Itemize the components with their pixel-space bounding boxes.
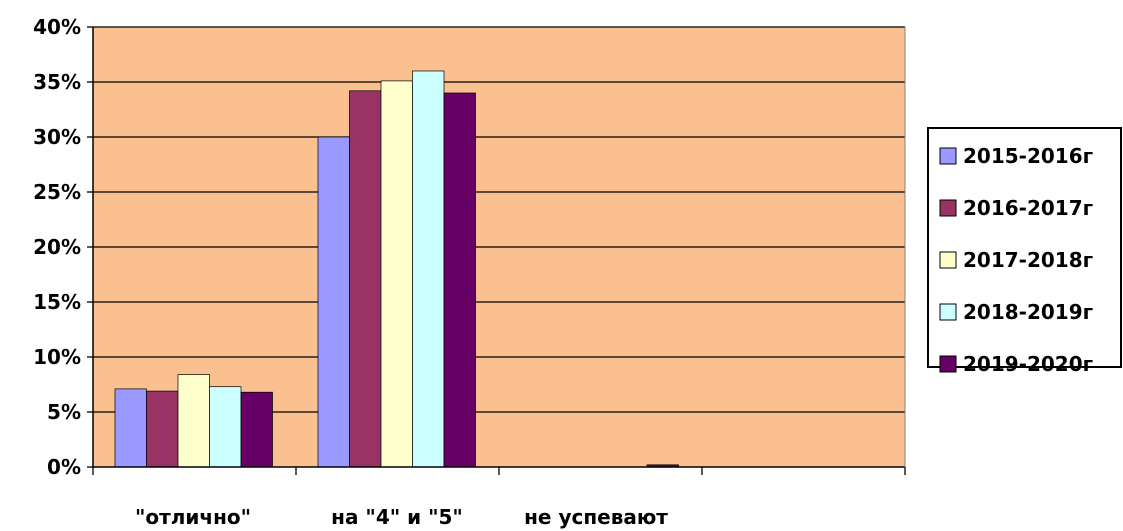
legend-label: 2018-2019г [963,300,1093,324]
y-tick-labels: 0% 5% 10% 15% 20% 25% 30% 35% 40% [33,15,81,479]
category-labels: "отлично" на "4" и "5" не успевают [135,505,668,529]
bar [412,70,445,468]
bar [209,386,242,468]
y-tick-label: 5% [47,400,81,424]
bar [380,80,413,468]
bar [349,90,382,468]
legend: 2015-2016г 2016-2017г 2017-2018г 2018-2019г… [927,127,1122,376]
legend-swatch [939,303,957,321]
y-tick-label: 30% [33,125,81,149]
legend-label: 2019-2020г [963,352,1093,376]
y-tick-label: 35% [33,70,81,94]
legend-label: 2017-2018г [963,248,1093,272]
legend-box [927,127,1122,368]
category-label: "отлично" [135,505,251,529]
y-tick-label: 25% [33,180,81,204]
bar [114,388,147,468]
bar [146,390,179,468]
legend-swatch [939,251,957,269]
legend-label: 2016-2017г [963,196,1093,220]
y-tick-label: 40% [33,15,81,39]
bar [240,391,273,468]
legend-swatch [939,199,957,217]
legend-swatch [939,147,957,165]
y-tick-label: 15% [33,290,81,314]
bar [317,136,350,468]
axes [87,26,906,475]
legend-swatch [939,355,957,373]
y-tick-label: 20% [33,235,81,259]
bars [114,70,679,468]
category-label: на "4" и "5" [331,505,463,529]
legend-label: 2015-2016г [963,144,1093,168]
category-label: не успевают [524,505,668,529]
y-tick-label: 10% [33,345,81,369]
y-tick-label: 0% [47,455,81,479]
bar [443,92,476,468]
bar [177,374,210,468]
